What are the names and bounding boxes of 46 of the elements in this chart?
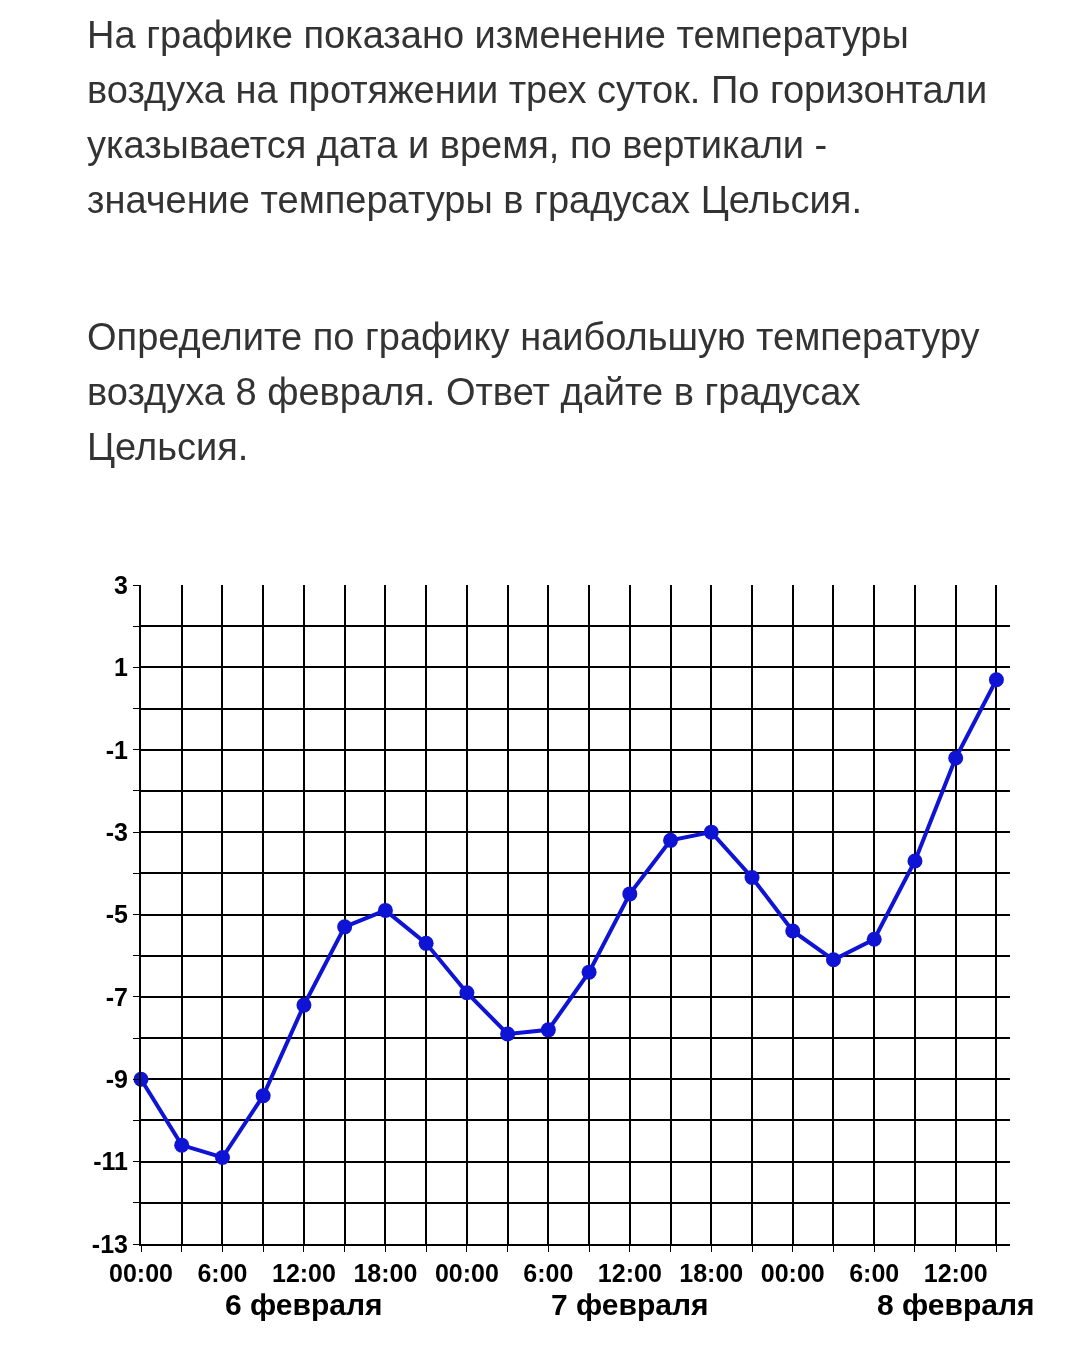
x-tick-label: 00:00 (109, 1259, 173, 1287)
point (988, 672, 1004, 688)
point (866, 931, 882, 947)
point (214, 1150, 230, 1165)
y-tick-label: -9 (105, 1065, 128, 1093)
point (418, 935, 434, 951)
point (948, 750, 964, 766)
x-tick-label: 12:00 (271, 1259, 336, 1287)
text: 7 февраля (551, 1288, 709, 1321)
point (337, 919, 353, 935)
point (622, 886, 638, 902)
x-tick-label: 18:00 (679, 1259, 744, 1287)
point (744, 869, 760, 885)
chart-title: На графике показано изменение температуры воздуха на протяжении трех суток. По горизонтали указывается дата и время, по вертикали - значение температуры в градусах Цельсия. (87, 13, 989, 223)
point (663, 832, 679, 848)
point (500, 1026, 516, 1042)
point (459, 985, 475, 1001)
chart-subtitle: Определите по графику наибольшую температуру воздуха 8 февраля. Ответ дайте в градусах Цельсия. (87, 315, 981, 470)
x-tick-label: 00:00 (434, 1259, 499, 1287)
x-tick-label: 6:00 (197, 1259, 248, 1287)
x-tick-label: 00:00 (760, 1259, 825, 1287)
point (377, 902, 393, 918)
text: 8 февраля (877, 1288, 1035, 1321)
point (785, 923, 801, 939)
y-tick-label: -5 (105, 900, 129, 929)
x-tick-label: 18:00 (353, 1259, 418, 1287)
y-tick-label: -13 (91, 1229, 128, 1258)
point (255, 1088, 271, 1104)
y-tick-label: 3 (114, 570, 128, 599)
point (581, 964, 597, 980)
y-tick-label: -3 (105, 817, 128, 846)
point (540, 1022, 556, 1038)
x-tick-label: 12:00 (923, 1259, 988, 1287)
y-tick-label: 1 (114, 653, 129, 682)
y-tick-label: -1 (105, 735, 129, 764)
x-tick-label: 6:00 (523, 1259, 574, 1287)
x-tick-label: 12:00 (597, 1259, 662, 1287)
point (703, 824, 719, 840)
y-tick-label: -11 (93, 1147, 129, 1176)
point (825, 952, 841, 968)
y-tick-label: -7 (105, 982, 128, 1011)
point (174, 1137, 190, 1153)
point (907, 853, 923, 869)
x-tick-label: 6:00 (849, 1259, 900, 1287)
text: 6 февраля (225, 1288, 383, 1321)
point (296, 997, 312, 1013)
